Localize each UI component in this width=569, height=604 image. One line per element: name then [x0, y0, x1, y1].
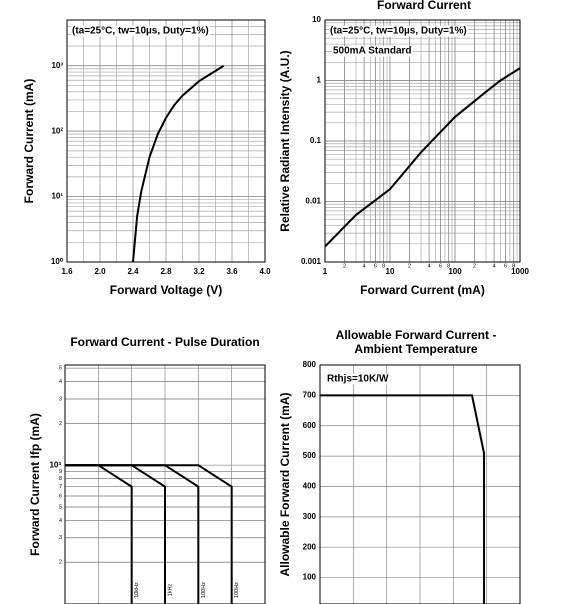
- y-tick-label: 1: [317, 76, 322, 85]
- y-axis-label: Relative Radiant Intensity (A.U.): [278, 50, 292, 231]
- x-tick-label: 2: [473, 263, 476, 269]
- x-tick-label: 1000: [511, 267, 529, 276]
- plot-frame: [64, 364, 266, 604]
- chart-title: Ambient Temperature: [354, 342, 477, 356]
- y-tick-label: 10²: [51, 126, 63, 135]
- annotation: Rthjs=10K/W: [327, 374, 389, 385]
- y-tick-label: 6: [59, 493, 62, 499]
- chart-title: Allowable Forward Current -: [336, 328, 497, 342]
- y-tick-label: 600: [303, 421, 317, 430]
- y-tick-label: 9: [59, 469, 62, 475]
- x-tick-label: 8: [382, 263, 385, 269]
- y-tick-label: 3: [59, 396, 62, 402]
- y-tick-label: 100: [303, 573, 317, 582]
- x-tick-label: 100: [448, 267, 462, 276]
- y-tick-label: 10³: [49, 460, 61, 469]
- y-tick-label: 200: [303, 542, 317, 551]
- curve: [325, 67, 520, 248]
- y-axis-label: Forward Current (mA): [22, 79, 36, 204]
- x-tick-label: 6: [439, 263, 442, 269]
- y-tick-label: 500: [303, 451, 317, 460]
- x-tick-label: 6: [504, 263, 507, 269]
- plot-frame: [66, 19, 266, 263]
- annotation-bg: [332, 45, 413, 57]
- chart-title: Forward Current: [377, 0, 471, 12]
- annotation-bg: [329, 25, 468, 37]
- chart-title: Forward Current - Pulse Duration: [70, 335, 259, 349]
- y-tick-label: 2: [59, 421, 62, 427]
- annotation: (ta=25°C, tw=10µs, Duty=1%): [330, 26, 467, 37]
- annotation-bg: [71, 25, 210, 37]
- x-tick-label: 1.6: [61, 267, 73, 276]
- curve: [320, 394, 485, 604]
- y-tick-label: 10⁰: [51, 257, 64, 266]
- x-tick-label: 2.8: [160, 267, 172, 276]
- y-tick-label: 0.01: [305, 197, 321, 206]
- chart: 100 200 300 400 500 600 700 800 Rthjs=10K/W Allow…: [278, 328, 521, 604]
- y-tick-label: 0.1: [310, 136, 322, 145]
- y-tick-label: 2: [59, 560, 62, 566]
- y-tick-label: 4: [59, 379, 62, 385]
- x-axis-label: Forward Voltage (V): [110, 283, 222, 297]
- y-tick-label: 5: [59, 366, 62, 372]
- y-tick-label: 4: [59, 518, 62, 524]
- x-tick-label: 4: [428, 263, 431, 269]
- y-tick-label: 700: [303, 390, 317, 399]
- x-tick-label: 3.6: [226, 267, 238, 276]
- x-tick-label: 4: [363, 263, 366, 269]
- curve: [132, 64, 225, 262]
- y-tick-label: 10³: [51, 61, 63, 70]
- y-axis-label: Forward Current Ifp (mA): [28, 413, 42, 556]
- x-tick-label: 6: [374, 263, 377, 269]
- x-axis-label: Forward Current (mA): [360, 283, 485, 297]
- y-tick-label: 5: [59, 504, 62, 510]
- x-tick-label: 10: [386, 267, 395, 276]
- y-tick-label: 800: [303, 360, 317, 369]
- y-tick-label: 10: [312, 15, 321, 24]
- y-tick-label: 3: [59, 535, 62, 541]
- plot-frame: [319, 364, 521, 604]
- x-tick-label: 1: [323, 267, 328, 276]
- series-label: 10kHz: [134, 582, 140, 598]
- y-tick-label: 8: [59, 476, 62, 482]
- x-tick-label: 8: [447, 263, 450, 269]
- y-tick-label: 7: [59, 484, 62, 490]
- annotation-bg: [326, 373, 390, 385]
- series-label: 100Hz: [201, 582, 207, 598]
- x-tick-label: 3.2: [193, 267, 205, 276]
- series-label: 1kHz: [167, 583, 173, 596]
- annotation: (ta=25°C, tw=10µs, Duty=1%): [72, 26, 209, 37]
- x-tick-label: 2: [408, 263, 411, 269]
- plot-frame: [324, 19, 521, 263]
- x-tick-label: 4: [493, 263, 496, 269]
- y-tick-label: 300: [303, 512, 317, 521]
- y-axis-label: Allowable Forward Current (mA): [278, 392, 292, 576]
- x-tick-label: 2.0: [94, 267, 106, 276]
- x-tick-label: 8: [512, 263, 515, 269]
- x-tick-label: 4.0: [259, 267, 271, 276]
- y-tick-label: 400: [303, 482, 317, 491]
- series-label: 100Hz: [234, 582, 240, 598]
- annotation: 500mA Standard: [333, 46, 412, 57]
- x-tick-label: 2.4: [127, 267, 139, 276]
- chart: 10⁰ 10¹ 10² 10³ 1.6 2.0 2.4 2.8 3.2 3.6 4.0 (ta=25°…: [22, 19, 271, 297]
- curve: [65, 464, 233, 604]
- x-tick-label: 2: [343, 263, 346, 269]
- y-tick-label: 0.001: [301, 257, 322, 266]
- y-tick-label: 10¹: [51, 192, 63, 201]
